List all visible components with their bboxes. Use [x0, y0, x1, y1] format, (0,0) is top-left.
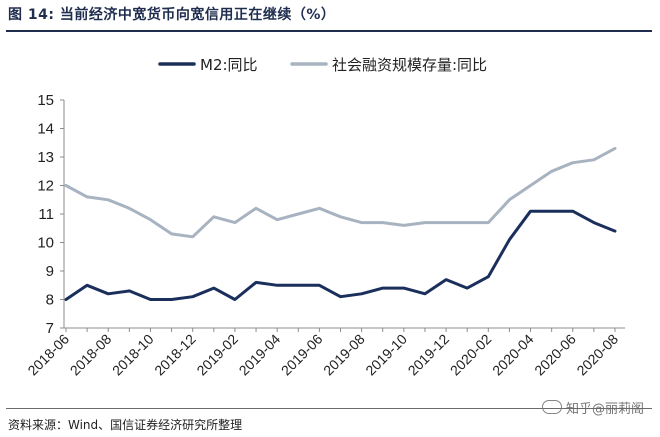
x-tick-label: 2018-06 [24, 331, 72, 379]
y-tick-label: 10 [37, 235, 54, 252]
y-tick-label: 15 [37, 92, 54, 109]
legend-item-social-financing-label: 社会融资规模存量:同比 [332, 56, 487, 74]
x-tick-label: 2018-08 [67, 331, 115, 379]
watermark-text: 知乎@丽莉阁 [565, 402, 644, 417]
x-tick-label: 2019-08 [320, 331, 368, 379]
watermark: 知乎@丽莉阁 [541, 398, 644, 417]
chat-bubble-icon [541, 400, 562, 414]
series-line-social-financing [64, 146, 617, 239]
x-tick-label: 2018-10 [109, 331, 157, 379]
figure-title: 图 14: 当前经济中宽货币向宽信用正在继续（%） [8, 7, 336, 23]
y-tick-label: 7 [46, 320, 54, 337]
title-divider [6, 30, 652, 32]
x-tick-label: 2020-08 [573, 331, 621, 379]
series-line-m2 [64, 209, 617, 301]
x-tick-label: 2020-02 [447, 331, 495, 379]
x-tick-label: 2019-02 [193, 331, 241, 379]
x-tick-label: 2019-06 [278, 331, 326, 379]
x-tick-label: 2019-10 [362, 331, 410, 379]
legend-item-m2-label: M2:同比 [200, 56, 258, 74]
x-tick-label: 2020-06 [531, 331, 579, 379]
x-tick-label: 2020-04 [489, 331, 537, 379]
x-tick-label: 2019-12 [405, 331, 453, 379]
y-tick-label: 13 [37, 149, 54, 166]
source-divider [6, 408, 652, 409]
x-tick-label: 2018-12 [151, 331, 199, 379]
x-tick-label: 2019-04 [236, 331, 284, 379]
y-tick-label: 14 [37, 121, 54, 138]
y-tick-label: 8 [46, 292, 54, 309]
y-tick-label: 11 [38, 206, 54, 223]
y-tick-label: 12 [37, 178, 54, 195]
y-tick-label: 9 [46, 263, 54, 280]
source-note: 资料来源：Wind、国信证券经济研究所整理 [8, 418, 243, 432]
